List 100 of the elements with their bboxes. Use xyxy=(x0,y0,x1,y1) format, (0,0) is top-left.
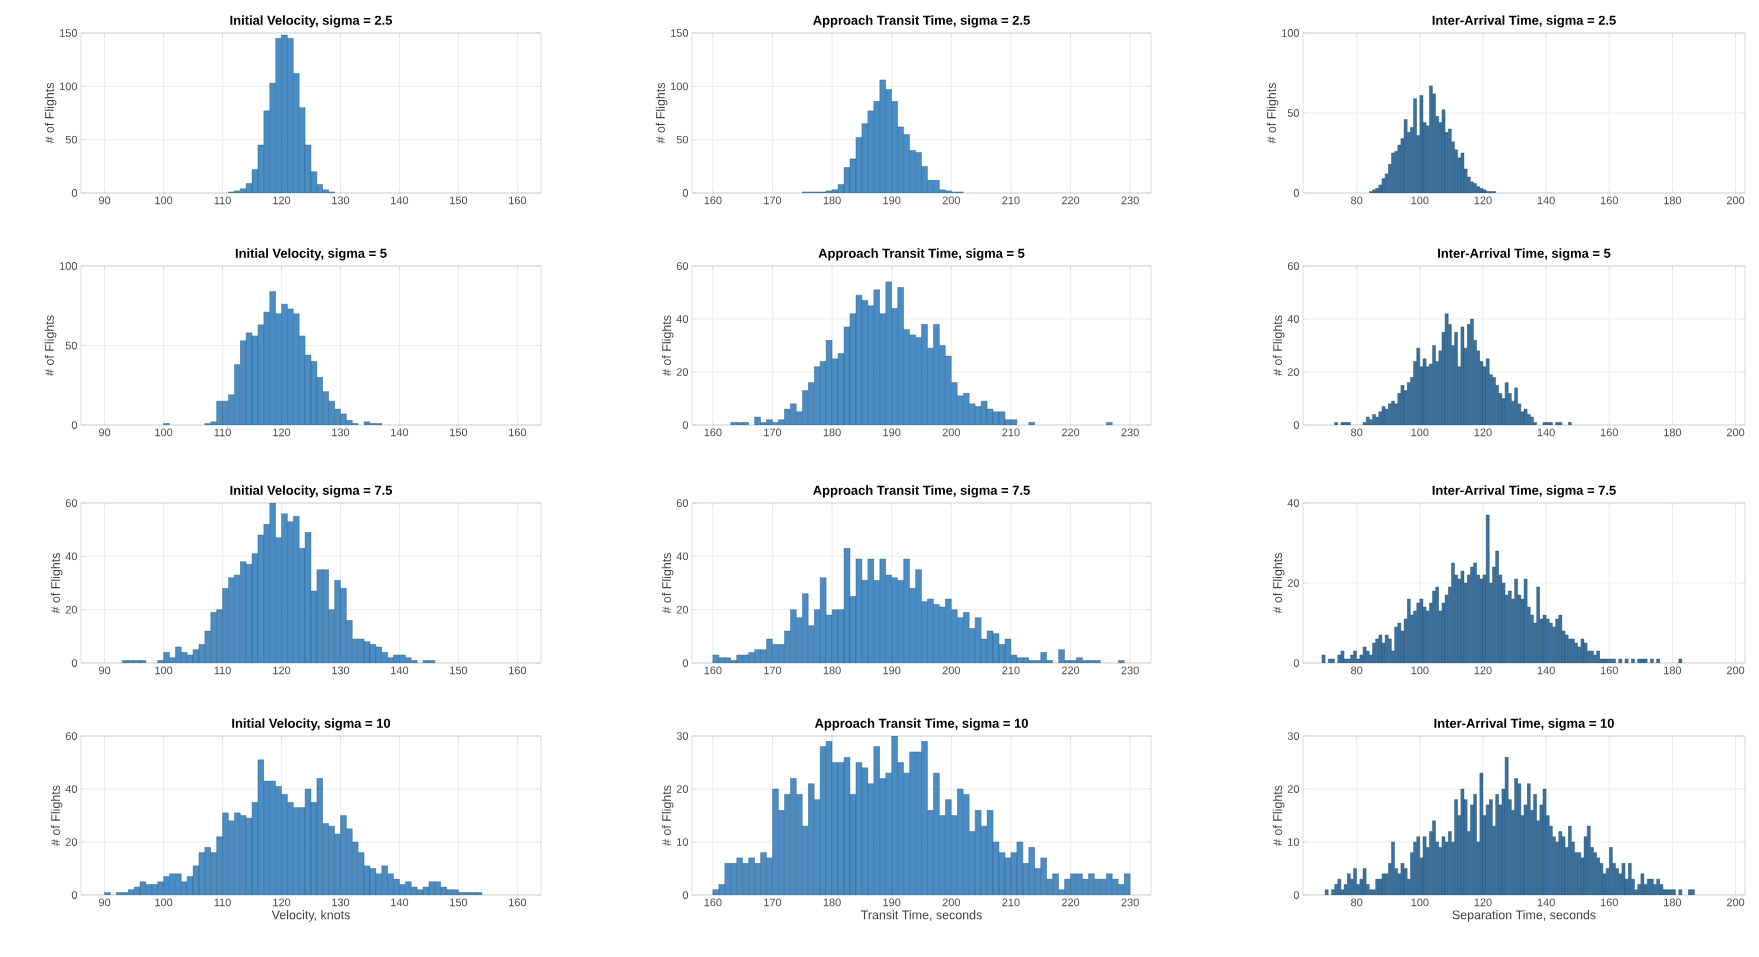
x-tick-label: 80 xyxy=(1351,428,1363,437)
y-tick-label: 50 xyxy=(65,135,78,144)
x-tick-label: 120 xyxy=(273,898,291,907)
x-tick-label: 200 xyxy=(1726,428,1745,437)
x-tick-label: 100 xyxy=(155,666,173,675)
x-tick-label: 200 xyxy=(942,898,961,907)
chart-title: Initial Velocity, sigma = 10 xyxy=(232,718,391,731)
chart-title: Initial Velocity, sigma = 7.5 xyxy=(230,485,393,498)
x-tick-label: 160 xyxy=(704,196,722,205)
y-tick-label: 20 xyxy=(1287,368,1300,376)
chart-title: Inter-Arrival Time, sigma = 5 xyxy=(1438,248,1611,261)
x-tick-label: 170 xyxy=(764,196,782,205)
x-tick-label: 170 xyxy=(764,898,782,907)
chart-title: Inter-Arrival Time, sigma = 10 xyxy=(1434,718,1614,731)
y-tick-label: 0 xyxy=(682,891,689,899)
x-tick-label: 220 xyxy=(1061,898,1080,907)
y-tick-label: 0 xyxy=(71,891,78,899)
x-tick-label: 220 xyxy=(1061,428,1080,437)
x-tick-label: 160 xyxy=(509,898,527,907)
x-tick-label: 150 xyxy=(450,898,468,907)
x-tick-label: 180 xyxy=(823,428,841,437)
x-tick-label: 170 xyxy=(764,666,782,675)
y-tick-label: 40 xyxy=(1287,315,1300,323)
x-tick-label: 80 xyxy=(1351,898,1363,907)
y-tick-label: 10 xyxy=(1288,838,1300,846)
y-axis-title: # of Flights xyxy=(1266,82,1279,144)
x-tick-label: 180 xyxy=(1664,666,1682,675)
x-tick-label: 140 xyxy=(1537,196,1555,205)
x-tick-label: 160 xyxy=(1600,666,1618,675)
x-tick-label: 130 xyxy=(332,196,350,205)
y-axis-title: # of Flights xyxy=(50,785,63,846)
y-tick-label: 0 xyxy=(1293,659,1300,667)
y-tick-label: 20 xyxy=(676,785,689,793)
x-tick-label: 200 xyxy=(942,428,961,437)
x-tick-label: 120 xyxy=(273,196,291,205)
x-tick-label: 100 xyxy=(1411,196,1429,205)
y-axis-title: # of Flights xyxy=(1272,553,1285,614)
x-tick-label: 170 xyxy=(764,428,782,437)
x-tick-label: 140 xyxy=(1537,898,1555,907)
y-tick-label: 60 xyxy=(676,262,689,270)
y-tick-label: 0 xyxy=(71,659,78,667)
y-tick-label: 0 xyxy=(682,421,689,429)
x-tick-label: 110 xyxy=(214,666,231,675)
x-tick-label: 230 xyxy=(1121,196,1139,205)
y-tick-label: 20 xyxy=(65,605,78,614)
x-tick-label: 110 xyxy=(214,196,231,205)
y-tick-label: 40 xyxy=(676,552,689,561)
x-tick-label: 180 xyxy=(1664,898,1682,907)
x-tick-label: 150 xyxy=(450,428,468,437)
chart-title: Inter-Arrival Time, sigma = 2.5 xyxy=(1432,15,1616,28)
x-tick-label: 190 xyxy=(883,898,901,907)
x-tick-label: 120 xyxy=(1474,898,1492,907)
x-tick-label: 150 xyxy=(450,196,468,205)
x-tick-label: 210 xyxy=(1002,196,1020,205)
x-tick-label: 80 xyxy=(1351,196,1363,205)
x-tick-label: 160 xyxy=(704,666,722,675)
x-tick-label: 220 xyxy=(1061,666,1080,675)
x-tick-label: 100 xyxy=(155,196,173,205)
y-tick-label: 0 xyxy=(71,189,78,197)
y-tick-label: 60 xyxy=(1287,262,1300,270)
x-tick-label: 120 xyxy=(1474,196,1492,205)
x-tick-label: 130 xyxy=(332,898,350,907)
x-tick-label: 110 xyxy=(214,428,231,437)
chart-title: Approach Transit Time, sigma = 2.5 xyxy=(813,15,1030,28)
x-tick-label: 90 xyxy=(99,898,111,907)
y-tick-label: 50 xyxy=(1287,109,1300,117)
x-tick-label: 220 xyxy=(1061,196,1080,205)
y-tick-label: 30 xyxy=(1287,732,1300,740)
y-tick-label: 150 xyxy=(671,29,689,37)
chart-title: Inter-Arrival Time, sigma = 7.5 xyxy=(1432,485,1616,498)
x-tick-label: 200 xyxy=(942,196,961,205)
x-axis-title: Transit Time, seconds xyxy=(861,910,982,921)
y-tick-label: 10 xyxy=(677,838,689,846)
y-tick-label: 0 xyxy=(1293,421,1300,429)
x-tick-label: 130 xyxy=(332,428,350,437)
y-axis-title: # of Flights xyxy=(655,82,668,144)
x-tick-label: 90 xyxy=(99,428,111,437)
x-tick-label: 160 xyxy=(509,428,527,437)
y-tick-label: 100 xyxy=(60,82,78,91)
x-tick-label: 90 xyxy=(99,196,111,205)
y-tick-label: 20 xyxy=(1287,785,1300,793)
y-tick-label: 40 xyxy=(676,315,689,323)
x-tick-label: 200 xyxy=(1726,196,1745,205)
y-tick-label: 40 xyxy=(1287,499,1300,507)
y-tick-label: 30 xyxy=(676,732,689,740)
x-tick-label: 180 xyxy=(1664,196,1682,205)
x-tick-label: 120 xyxy=(1474,428,1492,437)
y-axis-title: # of Flights xyxy=(44,315,57,376)
x-tick-label: 180 xyxy=(823,196,841,205)
y-tick-label: 150 xyxy=(60,29,78,37)
x-tick-label: 110 xyxy=(214,898,231,907)
x-tick-label: 160 xyxy=(509,666,527,675)
x-tick-label: 190 xyxy=(883,196,901,205)
y-axis-title: # of Flights xyxy=(661,553,674,614)
y-tick-label: 100 xyxy=(1282,29,1300,37)
y-tick-label: 20 xyxy=(65,838,78,846)
y-tick-label: 20 xyxy=(676,605,689,614)
y-tick-label: 50 xyxy=(65,341,78,350)
y-axis-title: # of Flights xyxy=(661,785,674,846)
x-axis-title: Velocity, knots xyxy=(271,910,350,922)
